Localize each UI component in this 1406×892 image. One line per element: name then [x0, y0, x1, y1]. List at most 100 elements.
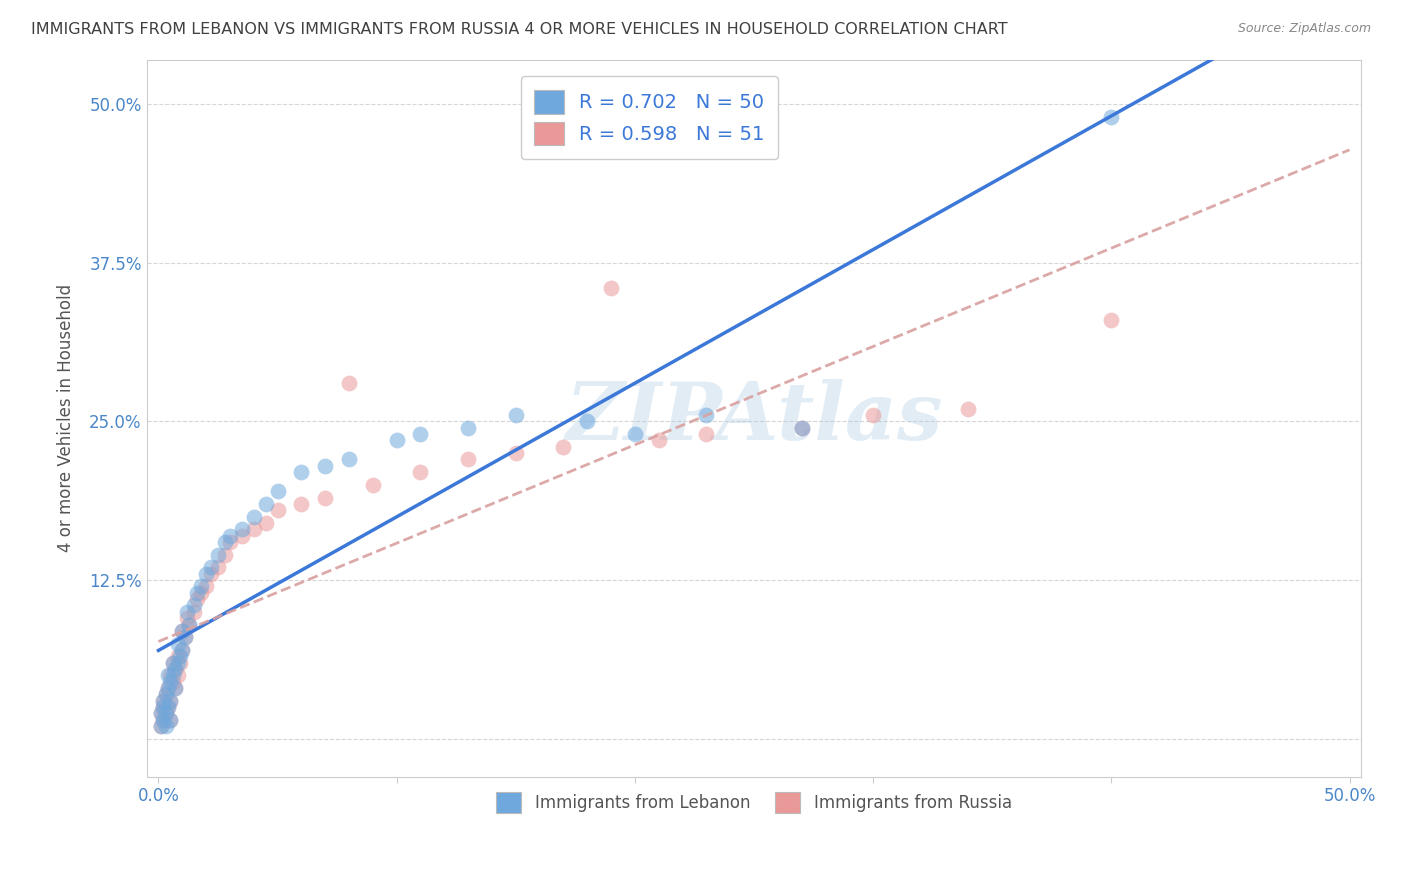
Point — [790, 421, 813, 435]
Point — [957, 401, 980, 416]
Point — [231, 522, 253, 536]
Point — [862, 408, 884, 422]
Point — [172, 624, 194, 638]
Point — [214, 548, 236, 562]
Point — [190, 579, 212, 593]
Point — [409, 427, 432, 442]
Point — [553, 440, 575, 454]
Point — [165, 681, 187, 695]
Point — [172, 624, 194, 638]
Point — [162, 668, 184, 682]
Point — [149, 719, 172, 733]
Point — [219, 529, 242, 543]
Point — [162, 674, 184, 689]
Point — [179, 617, 201, 632]
Text: ZIPAtlas: ZIPAtlas — [565, 379, 942, 457]
Point — [159, 674, 181, 689]
Point — [266, 503, 288, 517]
Point — [790, 421, 813, 435]
Point — [162, 656, 184, 670]
Point — [290, 497, 312, 511]
Point — [183, 605, 205, 619]
Point — [214, 535, 236, 549]
Point — [173, 630, 195, 644]
Point — [166, 668, 188, 682]
Point — [695, 408, 717, 422]
Point — [169, 649, 191, 664]
Point — [179, 617, 201, 632]
Y-axis label: 4 or more Vehicles in Household: 4 or more Vehicles in Household — [58, 285, 75, 552]
Point — [385, 434, 408, 448]
Point — [186, 586, 208, 600]
Point — [149, 706, 172, 721]
Point — [155, 706, 177, 721]
Point — [152, 700, 174, 714]
Point — [155, 706, 177, 721]
Point — [183, 599, 205, 613]
Point — [600, 281, 623, 295]
Point — [156, 681, 179, 695]
Point — [156, 668, 179, 682]
Point — [254, 516, 277, 530]
Point — [695, 427, 717, 442]
Point — [207, 548, 229, 562]
Point — [176, 605, 198, 619]
Point — [242, 509, 264, 524]
Point — [159, 668, 181, 682]
Point — [190, 586, 212, 600]
Point — [166, 656, 188, 670]
Point — [337, 452, 360, 467]
Point — [647, 434, 669, 448]
Point — [186, 592, 208, 607]
Point — [166, 649, 188, 664]
Point — [166, 636, 188, 650]
Point — [505, 446, 527, 460]
Point — [165, 662, 187, 676]
Point — [152, 713, 174, 727]
Point — [162, 656, 184, 670]
Text: Source: ZipAtlas.com: Source: ZipAtlas.com — [1237, 22, 1371, 36]
Point — [152, 694, 174, 708]
Point — [159, 713, 181, 727]
Point — [156, 700, 179, 714]
Point — [624, 427, 647, 442]
Point — [156, 681, 179, 695]
Point — [505, 408, 527, 422]
Point — [149, 719, 172, 733]
Point — [152, 694, 174, 708]
Point — [314, 458, 336, 473]
Point — [457, 421, 479, 435]
Point — [337, 376, 360, 391]
Point — [172, 643, 194, 657]
Point — [361, 478, 384, 492]
Point — [152, 713, 174, 727]
Legend: Immigrants from Lebanon, Immigrants from Russia: Immigrants from Lebanon, Immigrants from… — [484, 779, 1025, 826]
Point — [207, 560, 229, 574]
Text: IMMIGRANTS FROM LEBANON VS IMMIGRANTS FROM RUSSIA 4 OR MORE VEHICLES IN HOUSEHOL: IMMIGRANTS FROM LEBANON VS IMMIGRANTS FR… — [31, 22, 1008, 37]
Point — [1099, 110, 1122, 124]
Point — [314, 491, 336, 505]
Point — [169, 656, 191, 670]
Point — [159, 694, 181, 708]
Point — [242, 522, 264, 536]
Point — [290, 465, 312, 479]
Point — [195, 566, 218, 581]
Point — [156, 700, 179, 714]
Point — [176, 611, 198, 625]
Point — [200, 566, 222, 581]
Point — [219, 535, 242, 549]
Point — [1099, 313, 1122, 327]
Point — [172, 643, 194, 657]
Point — [165, 681, 187, 695]
Point — [159, 694, 181, 708]
Point — [457, 452, 479, 467]
Point — [159, 713, 181, 727]
Point — [152, 700, 174, 714]
Point — [195, 579, 218, 593]
Point — [149, 706, 172, 721]
Point — [165, 662, 187, 676]
Point — [266, 484, 288, 499]
Point — [155, 687, 177, 701]
Point — [576, 414, 599, 428]
Point — [231, 529, 253, 543]
